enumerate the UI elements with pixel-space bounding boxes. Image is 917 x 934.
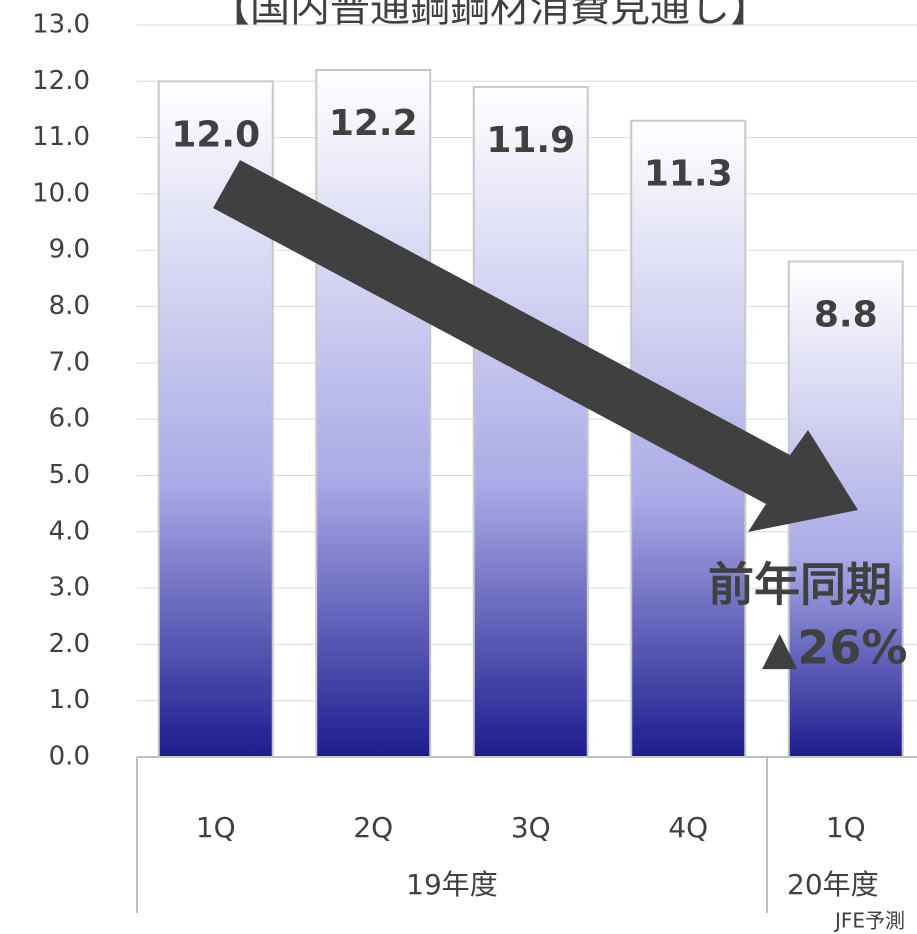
y-tick-label: 2.0 bbox=[49, 629, 90, 659]
source-note: JFE予測 bbox=[833, 909, 905, 933]
y-tick-label: 10.0 bbox=[32, 178, 90, 208]
x-tick-label: 1Q bbox=[196, 811, 236, 844]
data-label: 11.9 bbox=[486, 120, 575, 161]
y-tick-label: 1.0 bbox=[49, 685, 90, 715]
x-tick-label: 3Q bbox=[511, 811, 551, 844]
x-tick-label: 1Q bbox=[826, 811, 866, 844]
y-tick-label: 9.0 bbox=[49, 235, 90, 265]
bar bbox=[315, 69, 432, 759]
y-tick-label: 13.0 bbox=[32, 10, 90, 40]
group-label: 19年度 bbox=[406, 868, 498, 901]
data-label: 8.8 bbox=[814, 294, 878, 335]
group-label: 20年度 bbox=[787, 868, 879, 901]
y-tick-label: 4.0 bbox=[49, 516, 90, 546]
trend-arrow bbox=[213, 160, 858, 532]
y-tick-label: 3.0 bbox=[49, 573, 90, 603]
bar bbox=[472, 85, 589, 758]
y-tick-label: 6.0 bbox=[49, 404, 90, 434]
y-tick-label: 0.0 bbox=[49, 742, 90, 772]
y-tick-label: 11.0 bbox=[32, 122, 90, 152]
y-tick-label: 5.0 bbox=[49, 460, 90, 490]
y-tick-label: 7.0 bbox=[49, 347, 90, 377]
x-tick-label: 4Q bbox=[668, 811, 708, 844]
chart-title: 【国内普通鋼鋼材消費見通し】 bbox=[210, 0, 770, 31]
y-tick-label: 12.0 bbox=[32, 66, 90, 96]
data-label: 11.3 bbox=[644, 154, 733, 195]
data-label: 12.0 bbox=[171, 114, 260, 155]
annotation: ▲26% bbox=[762, 621, 907, 675]
x-tick-label: 2Q bbox=[353, 811, 393, 844]
y-tick-label: 8.0 bbox=[49, 291, 90, 321]
annotation: 前年同期 bbox=[708, 558, 892, 612]
data-label: 12.2 bbox=[329, 103, 418, 144]
